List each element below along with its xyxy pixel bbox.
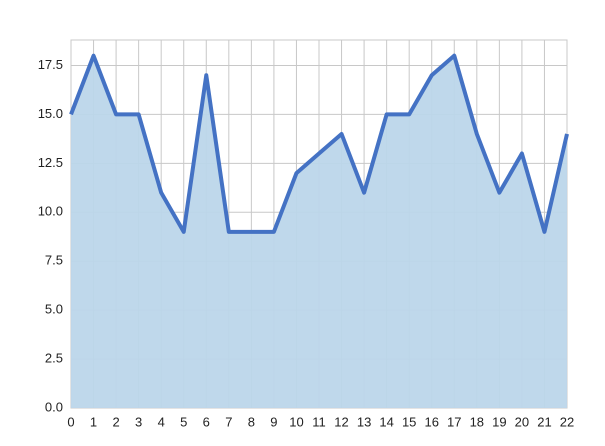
x-tick-label: 12 xyxy=(334,414,348,429)
x-tick-label: 7 xyxy=(225,414,232,429)
x-tick-label: 9 xyxy=(270,414,277,429)
y-tick-label: 2.5 xyxy=(45,351,63,366)
x-tick-label: 15 xyxy=(402,414,416,429)
y-tick-label: 10.0 xyxy=(38,204,63,219)
x-tick-label: 1 xyxy=(90,414,97,429)
x-tick-label: 22 xyxy=(560,414,574,429)
x-tick-label: 11 xyxy=(312,414,326,429)
y-tick-label: 7.5 xyxy=(45,253,63,268)
x-tick-label: 8 xyxy=(248,414,255,429)
x-tick-label: 10 xyxy=(289,414,303,429)
x-tick-label: 21 xyxy=(537,414,551,429)
x-tick-label: 17 xyxy=(447,414,461,429)
y-tick-label: 0.0 xyxy=(45,399,63,414)
y-tick-label: 15.0 xyxy=(38,106,63,121)
y-tick-label: 12.5 xyxy=(38,155,63,170)
x-tick-label: 18 xyxy=(470,414,484,429)
area-fill xyxy=(71,55,567,408)
x-tick-label: 2 xyxy=(112,414,119,429)
x-tick-label: 13 xyxy=(357,414,371,429)
x-tick-label: 14 xyxy=(379,414,393,429)
x-tick-label: 6 xyxy=(203,414,210,429)
x-tick-label: 5 xyxy=(180,414,187,429)
x-tick-label: 0 xyxy=(67,414,74,429)
x-tick-label: 19 xyxy=(492,414,506,429)
x-tick-label: 4 xyxy=(158,414,165,429)
y-tick-label: 17.5 xyxy=(38,57,63,72)
line xyxy=(69,53,569,234)
x-tick-label: 20 xyxy=(515,414,529,429)
x-tick-label: 16 xyxy=(424,414,438,429)
x-tick-label: 3 xyxy=(135,414,142,429)
y-tick-label: 5.0 xyxy=(45,302,63,317)
